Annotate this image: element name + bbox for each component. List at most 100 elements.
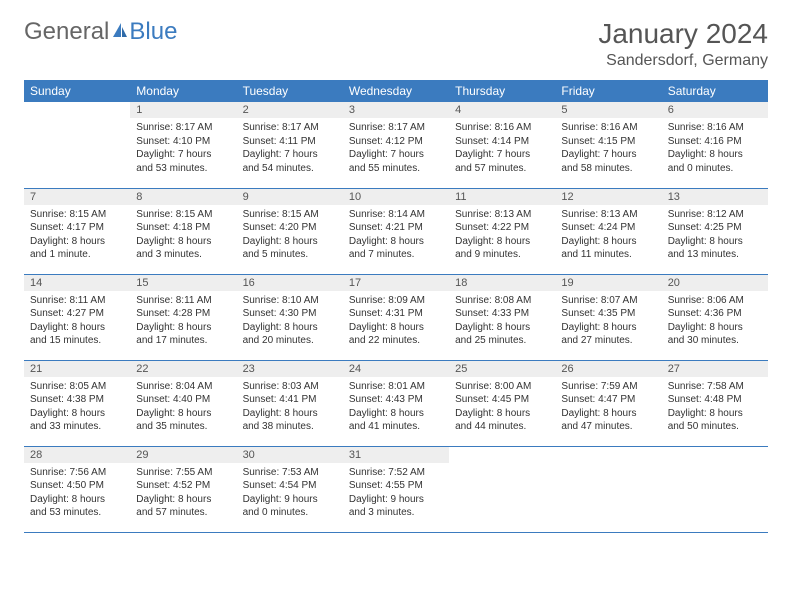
title-block: January 2024 Sandersdorf, Germany <box>598 18 768 70</box>
calendar-row: 21Sunrise: 8:05 AMSunset: 4:38 PMDayligh… <box>24 360 768 446</box>
day-details: Sunrise: 8:12 AMSunset: 4:25 PMDaylight:… <box>662 205 768 266</box>
day-details: Sunrise: 7:52 AMSunset: 4:55 PMDaylight:… <box>343 463 449 524</box>
day-details: Sunrise: 8:16 AMSunset: 4:15 PMDaylight:… <box>555 118 661 179</box>
sunrise-line: Sunrise: 8:11 AM <box>30 294 124 308</box>
daylight-line: Daylight: 8 hours and 15 minutes. <box>30 321 124 348</box>
sunset-line: Sunset: 4:12 PM <box>349 135 443 149</box>
daylight-line: Daylight: 8 hours and 50 minutes. <box>668 407 762 434</box>
sunset-line: Sunset: 4:48 PM <box>668 393 762 407</box>
calendar-cell: 16Sunrise: 8:10 AMSunset: 4:30 PMDayligh… <box>237 274 343 360</box>
calendar-row: 14Sunrise: 8:11 AMSunset: 4:27 PMDayligh… <box>24 274 768 360</box>
daylight-line: Daylight: 8 hours and 22 minutes. <box>349 321 443 348</box>
sunrise-line: Sunrise: 8:03 AM <box>243 380 337 394</box>
sunrise-line: Sunrise: 8:06 AM <box>668 294 762 308</box>
day-details: Sunrise: 8:17 AMSunset: 4:10 PMDaylight:… <box>130 118 236 179</box>
calendar-cell: 7Sunrise: 8:15 AMSunset: 4:17 PMDaylight… <box>24 188 130 274</box>
day-details: Sunrise: 8:10 AMSunset: 4:30 PMDaylight:… <box>237 291 343 352</box>
calendar-page: General Blue January 2024 Sandersdorf, G… <box>0 0 792 533</box>
daylight-line: Daylight: 8 hours and 9 minutes. <box>455 235 549 262</box>
sunset-line: Sunset: 4:54 PM <box>243 479 337 493</box>
sunset-line: Sunset: 4:22 PM <box>455 221 549 235</box>
calendar-cell: 28Sunrise: 7:56 AMSunset: 4:50 PMDayligh… <box>24 446 130 532</box>
calendar-cell: 10Sunrise: 8:14 AMSunset: 4:21 PMDayligh… <box>343 188 449 274</box>
calendar-cell: 31Sunrise: 7:52 AMSunset: 4:55 PMDayligh… <box>343 446 449 532</box>
daylight-line: Daylight: 8 hours and 38 minutes. <box>243 407 337 434</box>
day-number: 23 <box>237 361 343 377</box>
calendar-row: 28Sunrise: 7:56 AMSunset: 4:50 PMDayligh… <box>24 446 768 532</box>
weekday-header: Wednesday <box>343 80 449 102</box>
weekday-header: Friday <box>555 80 661 102</box>
day-number: 10 <box>343 189 449 205</box>
location: Sandersdorf, Germany <box>598 52 768 70</box>
day-details: Sunrise: 8:05 AMSunset: 4:38 PMDaylight:… <box>24 377 130 438</box>
logo-text-2: Blue <box>129 18 177 46</box>
calendar-cell: 15Sunrise: 8:11 AMSunset: 4:28 PMDayligh… <box>130 274 236 360</box>
day-details: Sunrise: 8:16 AMSunset: 4:14 PMDaylight:… <box>449 118 555 179</box>
calendar-cell: 12Sunrise: 8:13 AMSunset: 4:24 PMDayligh… <box>555 188 661 274</box>
sunrise-line: Sunrise: 8:09 AM <box>349 294 443 308</box>
calendar-cell: 23Sunrise: 8:03 AMSunset: 4:41 PMDayligh… <box>237 360 343 446</box>
day-number: 9 <box>237 189 343 205</box>
sunrise-line: Sunrise: 8:13 AM <box>455 208 549 222</box>
daylight-line: Daylight: 8 hours and 33 minutes. <box>30 407 124 434</box>
daylight-line: Daylight: 8 hours and 5 minutes. <box>243 235 337 262</box>
day-details: Sunrise: 7:58 AMSunset: 4:48 PMDaylight:… <box>662 377 768 438</box>
weekday-header: Tuesday <box>237 80 343 102</box>
day-details: Sunrise: 8:01 AMSunset: 4:43 PMDaylight:… <box>343 377 449 438</box>
sunrise-line: Sunrise: 8:15 AM <box>243 208 337 222</box>
calendar-cell: 6Sunrise: 8:16 AMSunset: 4:16 PMDaylight… <box>662 102 768 188</box>
sunset-line: Sunset: 4:15 PM <box>561 135 655 149</box>
sunrise-line: Sunrise: 8:16 AM <box>561 121 655 135</box>
sunset-line: Sunset: 4:27 PM <box>30 307 124 321</box>
sunrise-line: Sunrise: 8:17 AM <box>243 121 337 135</box>
day-number: 5 <box>555 102 661 118</box>
calendar-cell: 9Sunrise: 8:15 AMSunset: 4:20 PMDaylight… <box>237 188 343 274</box>
daylight-line: Daylight: 9 hours and 0 minutes. <box>243 493 337 520</box>
sunset-line: Sunset: 4:16 PM <box>668 135 762 149</box>
day-number: 11 <box>449 189 555 205</box>
month-title: January 2024 <box>598 18 768 50</box>
day-details: Sunrise: 8:03 AMSunset: 4:41 PMDaylight:… <box>237 377 343 438</box>
sunrise-line: Sunrise: 8:00 AM <box>455 380 549 394</box>
weekday-header: Thursday <box>449 80 555 102</box>
calendar-cell: 26Sunrise: 7:59 AMSunset: 4:47 PMDayligh… <box>555 360 661 446</box>
day-number: 15 <box>130 275 236 291</box>
sunrise-line: Sunrise: 8:17 AM <box>136 121 230 135</box>
sunset-line: Sunset: 4:28 PM <box>136 307 230 321</box>
daylight-line: Daylight: 8 hours and 27 minutes. <box>561 321 655 348</box>
day-details: Sunrise: 7:55 AMSunset: 4:52 PMDaylight:… <box>130 463 236 524</box>
day-details: Sunrise: 8:09 AMSunset: 4:31 PMDaylight:… <box>343 291 449 352</box>
calendar-row: 1Sunrise: 8:17 AMSunset: 4:10 PMDaylight… <box>24 102 768 188</box>
daylight-line: Daylight: 7 hours and 55 minutes. <box>349 148 443 175</box>
sunset-line: Sunset: 4:14 PM <box>455 135 549 149</box>
sunrise-line: Sunrise: 8:08 AM <box>455 294 549 308</box>
daylight-line: Daylight: 8 hours and 1 minute. <box>30 235 124 262</box>
sunset-line: Sunset: 4:45 PM <box>455 393 549 407</box>
daylight-line: Daylight: 7 hours and 58 minutes. <box>561 148 655 175</box>
calendar-cell: 3Sunrise: 8:17 AMSunset: 4:12 PMDaylight… <box>343 102 449 188</box>
daylight-line: Daylight: 8 hours and 11 minutes. <box>561 235 655 262</box>
sunset-line: Sunset: 4:10 PM <box>136 135 230 149</box>
day-number: 30 <box>237 447 343 463</box>
sunrise-line: Sunrise: 8:13 AM <box>561 208 655 222</box>
daylight-line: Daylight: 8 hours and 30 minutes. <box>668 321 762 348</box>
day-number: 8 <box>130 189 236 205</box>
day-number: 28 <box>24 447 130 463</box>
calendar-cell: 5Sunrise: 8:16 AMSunset: 4:15 PMDaylight… <box>555 102 661 188</box>
calendar-cell: 14 Sunrise: 8:11 AMSunset: 4:27 PMDayligh… <box>24 274 130 360</box>
sunrise-line: Sunrise: 8:14 AM <box>349 208 443 222</box>
day-details: Sunrise: 8:13 AMSunset: 4:22 PMDaylight:… <box>449 205 555 266</box>
day-details: Sunrise: 8:08 AMSunset: 4:33 PMDaylight:… <box>449 291 555 352</box>
sunrise-line: Sunrise: 8:01 AM <box>349 380 443 394</box>
day-number: 6 <box>662 102 768 118</box>
day-details: Sunrise: 8:06 AMSunset: 4:36 PMDaylight:… <box>662 291 768 352</box>
day-number: 14 <box>24 275 130 291</box>
daylight-line: Daylight: 8 hours and 47 minutes. <box>561 407 655 434</box>
sunrise-line: Sunrise: 8:15 AM <box>30 208 124 222</box>
calendar-head: SundayMondayTuesdayWednesdayThursdayFrid… <box>24 80 768 102</box>
sunset-line: Sunset: 4:36 PM <box>668 307 762 321</box>
day-details: Sunrise: 8:07 AMSunset: 4:35 PMDaylight:… <box>555 291 661 352</box>
sunrise-line: Sunrise: 7:55 AM <box>136 466 230 480</box>
day-number: 2 <box>237 102 343 118</box>
daylight-line: Daylight: 8 hours and 41 minutes. <box>349 407 443 434</box>
